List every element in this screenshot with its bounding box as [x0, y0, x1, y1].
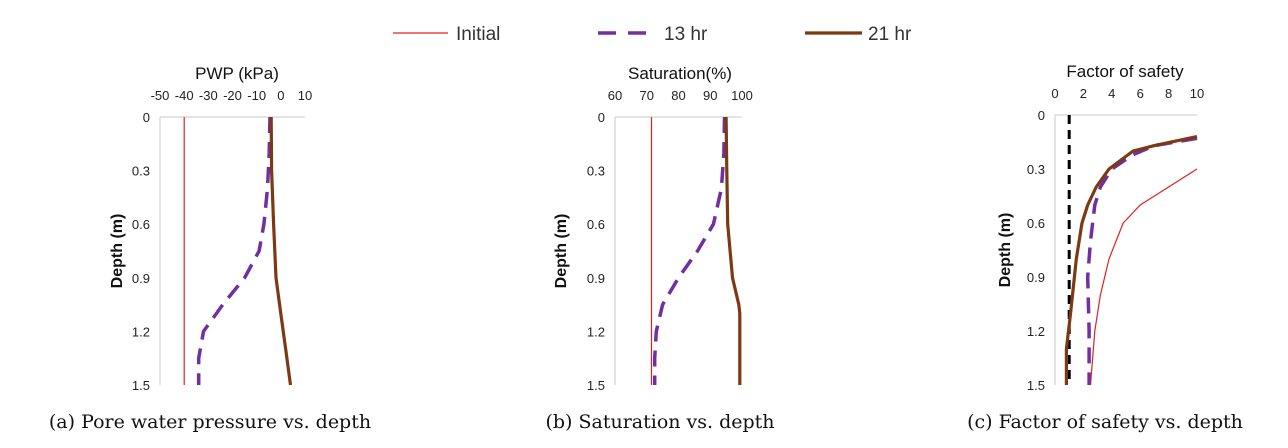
y-tick-label: 0 [598, 110, 605, 125]
y-tick-label: 0.9 [1027, 270, 1045, 285]
chart-caption: (a) Pore water pressure vs. depth [49, 411, 371, 433]
y-tick-label: 0.3 [132, 164, 150, 179]
x-tick-label: 10 [1190, 86, 1204, 101]
x-tick-label: 100 [731, 88, 753, 103]
legend: Initial 13 hr 21 hr [393, 24, 912, 45]
x-tick-label: 2 [1080, 86, 1087, 101]
charts: PWP (kPa)-50 -40 -30 -20 -10 0 1000.30.60.91.2… [49, 62, 1243, 433]
x-tick-label: 0 [277, 88, 284, 103]
chart-title: Saturation(%) [628, 64, 732, 83]
x-tick-label: -10 [247, 88, 266, 103]
x-tick-label: 70 [640, 88, 654, 103]
y-tick-label: 1.2 [132, 324, 150, 339]
y-tick-label: 1.2 [1027, 324, 1045, 339]
y-tick-label: 0.3 [587, 164, 605, 179]
x-tick-label: 80 [671, 88, 685, 103]
chart-title: PWP (kPa) [195, 64, 279, 83]
y-axis-label: Depth (m) [553, 214, 570, 289]
x-tick-label: 90 [703, 88, 717, 103]
x-tick-label: 6 [1137, 86, 1144, 101]
series-line-13-hr [196, 116, 272, 385]
chart-caption: (c) Factor of safety vs. depth [967, 411, 1243, 433]
y-tick-label: 1.2 [587, 324, 605, 339]
x-tick-label: -20 [223, 88, 242, 103]
y-tick-label: 0.6 [1027, 216, 1045, 231]
x-tick-label: 10 [298, 88, 312, 103]
x-tick-label: 60 [608, 88, 622, 103]
legend-label-0: Initial [456, 24, 500, 45]
legend-label-1: 13 hr [664, 24, 708, 45]
y-tick-label: 1.5 [587, 378, 605, 393]
chart-title: Factor of safety [1066, 62, 1184, 81]
y-tick-label: 0.3 [1027, 162, 1045, 177]
x-tick-label: -40 [175, 88, 194, 103]
series-line-13-hr [1085, 136, 1198, 385]
chart-0: PWP (kPa) -50 -40 -30 -20 -10 0 10 0 0.3 0.6 0.9 1.2… [49, 64, 371, 433]
y-tick-label: 0.6 [587, 217, 605, 232]
y-axis-label: Depth (m) [109, 214, 126, 289]
x-tick-label: 0 [1051, 86, 1058, 101]
chart-2: Factor of safety 0 2 4 6 8 10 0 0.3 0.6 0.9 1.2 1.5 D… [967, 62, 1243, 433]
series-line-initial [1089, 168, 1198, 386]
y-axis-label: Depth (m) [997, 213, 1014, 288]
series-line-13-hr [652, 116, 727, 385]
y-tick-label: 0.6 [132, 217, 150, 232]
chart-1: Saturation(%) 60 70 80 90 100 0 0.3 0.6 0.9 1.2 1.5… [545, 64, 774, 433]
legend-label-2: 21 hr [868, 24, 912, 45]
x-tick-label: -30 [199, 88, 218, 103]
x-tick-label: 4 [1108, 86, 1115, 101]
y-tick-label: 0.9 [587, 271, 605, 286]
y-tick-label: 1.5 [1027, 378, 1045, 393]
y-tick-label: 0.9 [132, 271, 150, 286]
y-tick-label: 0 [143, 110, 150, 125]
y-tick-label: 0 [1038, 108, 1045, 123]
x-tick-label: 8 [1165, 86, 1172, 101]
series-line-21-hr [269, 116, 293, 386]
series-line-21-hr [1064, 135, 1198, 385]
y-tick-label: 1.5 [132, 378, 150, 393]
chart-caption: (b) Saturation vs. depth [545, 411, 774, 433]
series-line-21-hr [724, 116, 742, 385]
x-tick-label: -50 [151, 88, 170, 103]
